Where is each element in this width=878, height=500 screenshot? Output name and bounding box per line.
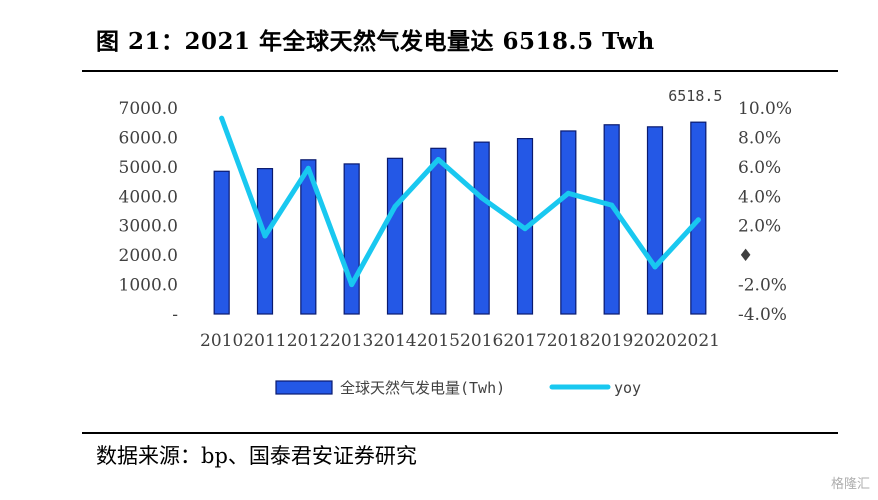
bar-2018 [560, 130, 577, 315]
left-tick-label: 3000.0 [119, 217, 178, 237]
yoy-point-2010 [219, 115, 225, 121]
bar-2010 [213, 170, 230, 315]
yoy-point-2011 [262, 233, 268, 239]
x-tick-label: 2013 [330, 331, 373, 351]
right-tick-label: -4.0% [738, 305, 787, 325]
yoy-point-2012 [305, 165, 311, 171]
line-series [219, 115, 701, 288]
bottom-rule [82, 432, 838, 434]
yoy-point-2013 [349, 282, 355, 288]
left-tick-label: 1000.0 [119, 276, 178, 296]
bar-2015 [430, 147, 447, 315]
left-tick-label: 4000.0 [119, 187, 178, 207]
source-note: 数据来源：bp、国泰君安证券研究 [96, 444, 417, 468]
left-tick-label: 6000.0 [119, 128, 178, 148]
right-tick-label: 6.0% [738, 158, 781, 178]
left-tick-label: 5000.0 [119, 158, 178, 178]
figure-title: 图 21：2021 年全球天然气发电量达 6518.5 Twh [96, 28, 655, 55]
x-tick-label: 2011 [243, 331, 286, 351]
left-tick-label: 7000.0 [119, 99, 178, 119]
bar-2013 [343, 163, 360, 315]
bar-2020 [646, 126, 664, 315]
bar-2012 [300, 159, 317, 315]
yoy-point-2018 [565, 190, 571, 196]
x-tick-label: 2016 [460, 331, 503, 351]
yoy-point-2017 [522, 226, 528, 232]
yoy-point-2014 [392, 204, 398, 210]
yoy-point-2021 [695, 217, 701, 223]
yoy-point-2020 [652, 264, 658, 270]
right-tick-label: 10.0% [738, 99, 792, 119]
watermark: 格隆汇 [830, 477, 870, 492]
yoy-point-2019 [609, 202, 615, 208]
x-tick-label: 2021 [677, 331, 720, 351]
chart: - 1000.0 2000.0 3000.0 4000.0 5000.0 6000.0 700… [119, 87, 793, 397]
data-label: 6518.5 [668, 87, 722, 105]
axis-labels: - 1000.0 2000.0 3000.0 4000.0 5000.0 6000.0 700… [119, 87, 793, 351]
x-tick-label: 2012 [287, 331, 330, 351]
yoy-point-2015 [435, 157, 441, 162]
x-tick-label: 2010 [200, 331, 243, 351]
top-rule [82, 70, 838, 72]
legend: 全球天然气发电量(Twh) yoy [275, 379, 641, 397]
right-tick-label: 2.0% [738, 217, 781, 237]
right-tick-label: 4.0% [738, 187, 781, 207]
right-tick-label: ♦ [738, 246, 753, 266]
left-tick-label: - [172, 305, 178, 325]
x-tick-label: 2014 [373, 331, 416, 351]
bar-2016 [473, 141, 490, 315]
legend-bar-swatch [275, 380, 333, 395]
x-tick-label: 2019 [590, 331, 633, 351]
bar-series [213, 121, 707, 315]
x-tick-label: 2018 [547, 331, 590, 351]
left-tick-label: 2000.0 [119, 246, 178, 266]
legend-line-label: yoy [614, 379, 641, 397]
x-tick-label: 2017 [503, 331, 546, 351]
bar-2011 [256, 168, 274, 315]
right-tick-label: 8.0% [738, 128, 781, 148]
legend-bar-label: 全球天然气发电量(Twh) [340, 379, 505, 397]
x-tick-label: 2020 [633, 331, 676, 351]
yoy-point-2016 [479, 195, 485, 201]
bar-2019 [603, 124, 620, 315]
bar-2014 [386, 157, 404, 315]
x-tick-label: 2015 [417, 331, 460, 351]
right-tick-label: -2.0% [738, 276, 787, 296]
yoy-line [219, 115, 701, 288]
